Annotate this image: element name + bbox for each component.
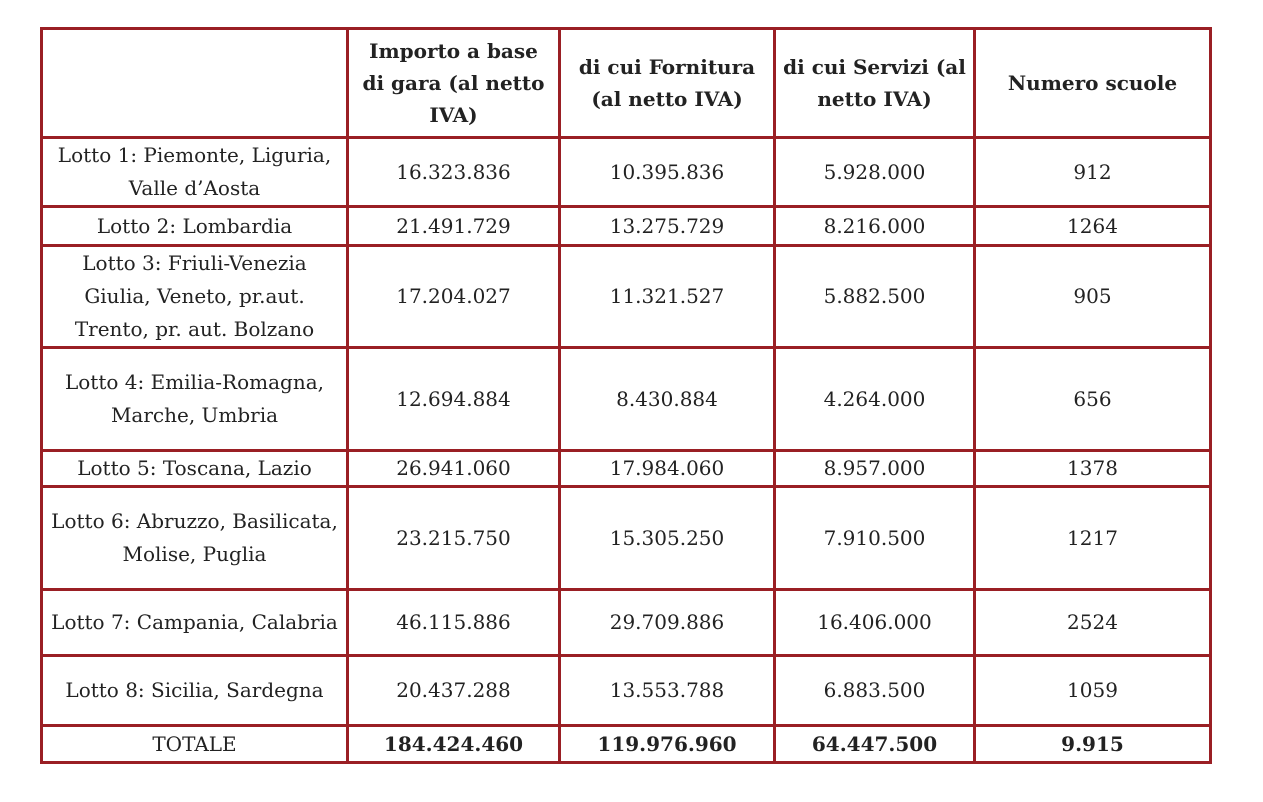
value-cell: 656 (973, 346, 1212, 452)
lot-label: Lotto 5: Toscana, Lazio (40, 449, 349, 488)
value-cell: 7.910.500 (773, 485, 976, 591)
total-value: 184.424.460 (346, 724, 561, 764)
data-row: Lotto 7: Campania, Calabria 46.115.886 29.… (40, 588, 1212, 657)
value-cell: 5.928.000 (773, 136, 976, 208)
total-value: 64.447.500 (773, 724, 976, 764)
value-cell: 13.553.788 (558, 654, 776, 727)
data-row: Lotto 6: Abruzzo, Basilicata, Molise, Pu… (40, 485, 1212, 591)
value-cell: 5.882.500 (773, 244, 976, 349)
value-cell: 16.323.836 (346, 136, 561, 208)
value-cell: 10.395.836 (558, 136, 776, 208)
value-cell: 21.491.729 (346, 205, 561, 247)
lots-table: Importo a base di gara (al netto IVA) di … (40, 27, 1212, 764)
value-cell: 12.694.884 (346, 346, 561, 452)
value-cell: 8.957.000 (773, 449, 976, 488)
column-header: Numero scuole (973, 27, 1212, 139)
value-cell: 4.264.000 (773, 346, 976, 452)
value-cell: 29.709.886 (558, 588, 776, 657)
column-header: Importo a base di gara (al netto IVA) (346, 27, 561, 139)
value-cell: 1059 (973, 654, 1212, 727)
data-row: Lotto 1: Piemonte, Liguria, Valle d’Aost… (40, 136, 1212, 208)
table-body: Lotto 1: Piemonte, Liguria, Valle d’Aost… (40, 136, 1212, 764)
value-cell: 1378 (973, 449, 1212, 488)
value-cell: 15.305.250 (558, 485, 776, 591)
column-header: di cui Fornitura (al netto IVA) (558, 27, 776, 139)
value-cell: 8.216.000 (773, 205, 976, 247)
total-label: TOTALE (40, 724, 349, 764)
value-cell: 16.406.000 (773, 588, 976, 657)
data-row: Lotto 4: Emilia-Romagna, Marche, Umbria 1… (40, 346, 1212, 452)
value-cell: 46.115.886 (346, 588, 561, 657)
lot-label: Lotto 3: Friuli-Venezia Giulia, Veneto, … (40, 244, 349, 349)
value-cell: 11.321.527 (558, 244, 776, 349)
value-cell: 17.984.060 (558, 449, 776, 488)
value-cell: 1264 (973, 205, 1212, 247)
total-value: 9.915 (973, 724, 1212, 764)
data-row: Lotto 2: Lombardia 21.491.729 13.275.729 8.… (40, 205, 1212, 247)
value-cell: 8.430.884 (558, 346, 776, 452)
lot-label: Lotto 6: Abruzzo, Basilicata, Molise, Pu… (40, 485, 349, 591)
value-cell: 912 (973, 136, 1212, 208)
value-cell: 23.215.750 (346, 485, 561, 591)
lot-label: Lotto 8: Sicilia, Sardegna (40, 654, 349, 727)
data-row: Lotto 3: Friuli-Venezia Giulia, Veneto, … (40, 244, 1212, 349)
value-cell: 2524 (973, 588, 1212, 657)
lot-label: Lotto 1: Piemonte, Liguria, Valle d’Aost… (40, 136, 349, 208)
lot-label: Lotto 4: Emilia-Romagna, Marche, Umbria (40, 346, 349, 452)
data-row: Lotto 8: Sicilia, Sardegna 20.437.288 13.5… (40, 654, 1212, 727)
column-header: di cui Servizi (al netto IVA) (773, 27, 976, 139)
value-cell: 20.437.288 (346, 654, 561, 727)
value-cell: 6.883.500 (773, 654, 976, 727)
value-cell: 26.941.060 (346, 449, 561, 488)
total-value: 119.976.960 (558, 724, 776, 764)
value-cell: 905 (973, 244, 1212, 349)
value-cell: 1217 (973, 485, 1212, 591)
empty-header (40, 27, 349, 139)
data-row: Lotto 5: Toscana, Lazio 26.941.060 17.984.… (40, 449, 1212, 488)
total-row: TOTALE 184.424.460 119.976.960 64.447.500 9.… (40, 724, 1212, 764)
lot-label: Lotto 2: Lombardia (40, 205, 349, 247)
value-cell: 17.204.027 (346, 244, 561, 349)
value-cell: 13.275.729 (558, 205, 776, 247)
header-row: Importo a base di gara (al netto IVA) di … (40, 27, 1212, 139)
lot-label: Lotto 7: Campania, Calabria (40, 588, 349, 657)
